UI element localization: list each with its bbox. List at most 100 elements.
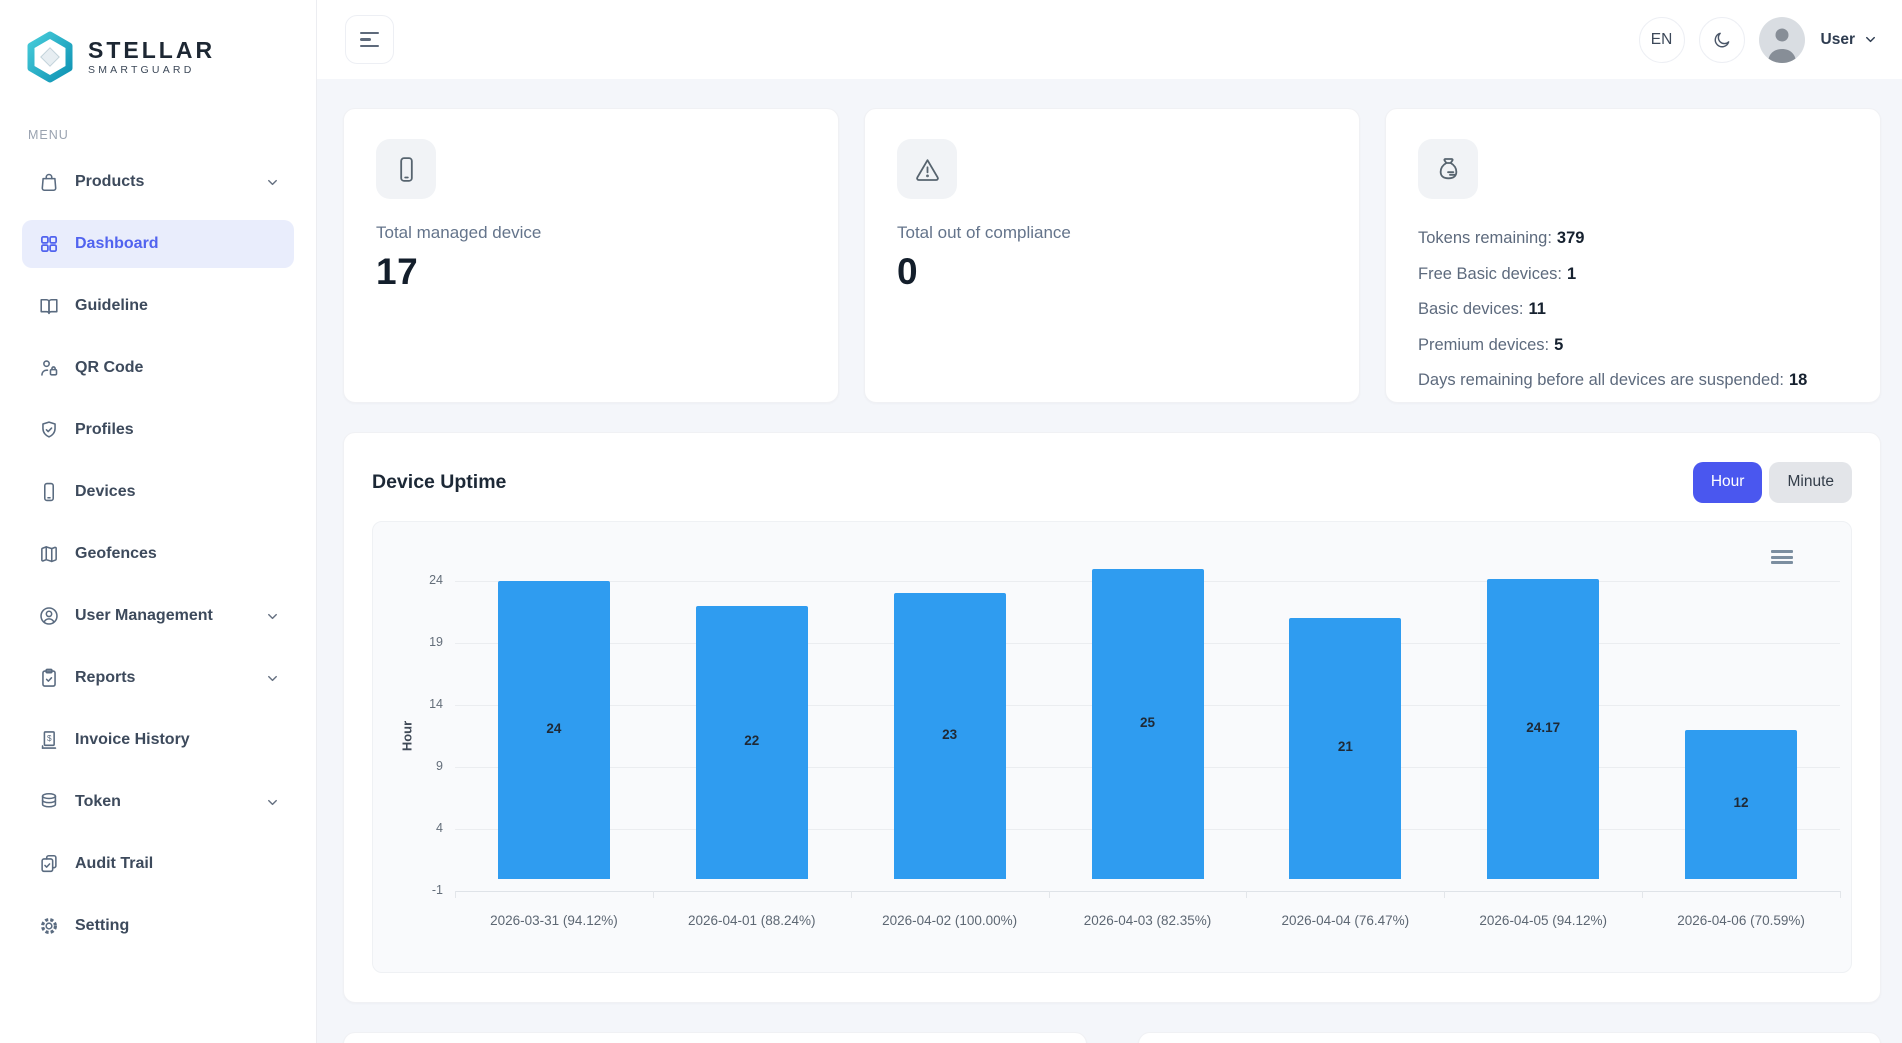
y-axis-tick-label: -1: [431, 883, 443, 897]
stat-value: 0: [897, 251, 919, 292]
main-area: EN User: [317, 0, 1902, 1043]
sidebar-item-label: User Management: [75, 607, 213, 624]
avatar[interactable]: [1758, 16, 1805, 63]
uptime-chart-panel: 24 19 14 9 4 -1 24 2026-03-31 (94.12%) 22 2026-04…: [372, 521, 1852, 973]
brand: STELLAR SMARTGUARD: [22, 26, 294, 88]
bar-value-label: 21: [1337, 739, 1353, 755]
y-axis-title: Hour: [399, 720, 415, 752]
chart-title: Device Uptime: [372, 470, 507, 493]
partial-card-left: [343, 1032, 1087, 1043]
token-row-value: 5: [1554, 335, 1564, 354]
sidebar-item-profiles[interactable]: Profiles: [22, 406, 294, 454]
sidebar-item-label: Audit Trail: [75, 855, 154, 872]
clipboard-check-icon: [42, 668, 56, 687]
smartphone-icon: [44, 482, 54, 502]
chevron-down-icon: [268, 799, 277, 805]
audit-clipboard-icon: [41, 854, 57, 873]
language-button[interactable]: EN: [1638, 16, 1685, 63]
sidebar-item-label: Token: [75, 793, 121, 810]
chevron-down-icon: [268, 613, 277, 619]
user-menu[interactable]: User: [1821, 31, 1878, 49]
uptime-bar[interactable]: [1289, 618, 1402, 879]
sidebar-item-token[interactable]: Token: [22, 778, 294, 826]
token-row-value: 18: [1788, 371, 1808, 389]
user-circle-icon: [40, 607, 58, 625]
uptime-bar[interactable]: [1091, 568, 1204, 879]
token-summary-rows: Tokens remaining: 379 Free Basic devices:…: [1418, 221, 1848, 399]
token-row: Basic devices: 11: [1418, 292, 1848, 328]
y-axis-tick-label: 24: [429, 573, 443, 587]
token-row-value: 379: [1556, 229, 1585, 247]
token-row-label: Tokens remaining:: [1418, 229, 1552, 247]
dark-mode-toggle[interactable]: [1698, 16, 1745, 63]
minute-toggle-button[interactable]: Minute: [1769, 461, 1852, 503]
x-axis-category-label: 2026-03-31 (94.12%): [490, 913, 618, 928]
x-axis-line: [455, 891, 1840, 892]
sidebar-item-products[interactable]: Products: [22, 158, 294, 206]
dashboard-content: Total managed device 17 Total out of com…: [317, 79, 1902, 1043]
stat-cards-row: Total managed device 17 Total out of com…: [343, 108, 1881, 403]
y-axis-tick-label: 9: [436, 759, 443, 773]
hour-toggle-button[interactable]: Hour: [1692, 461, 1763, 503]
grid-icon: [40, 235, 58, 253]
y-axis-tick-label: 14: [429, 697, 443, 711]
sidebar-item-guideline[interactable]: Guideline: [22, 282, 294, 330]
token-row-label: Free Basic devices:: [1418, 264, 1562, 283]
top-bar: EN User: [317, 0, 1902, 79]
uptime-bar[interactable]: [1487, 578, 1600, 879]
token-row: Free Basic devices: 1: [1418, 257, 1848, 293]
uptime-bar[interactable]: [695, 605, 808, 879]
sidebar-item-setting[interactable]: Setting: [22, 902, 294, 950]
user-silhouette-icon: [1767, 28, 1796, 63]
sidebar-item-invoice-history[interactable]: $ Invoice History: [22, 716, 294, 764]
token-row: Days remaining before all devices are su…: [1418, 363, 1848, 399]
x-axis-tick: [1840, 891, 1841, 898]
money-bag-icon: [1439, 157, 1457, 179]
bar-value-label: 25: [1139, 714, 1156, 730]
partial-card-right: [1137, 1032, 1881, 1043]
moon-icon: [1714, 32, 1729, 47]
stat-icon-tile: [1418, 139, 1478, 199]
sidebar-item-reports[interactable]: Reports: [22, 654, 294, 702]
bar-value-label: 22: [744, 733, 760, 749]
uptime-unit-toggle: Hour Minute: [1692, 461, 1852, 503]
x-axis-tick: [1246, 891, 1248, 898]
brand-text: STELLAR SMARTGUARD: [88, 37, 215, 76]
sidebar-item-label: Dashboard: [75, 235, 159, 252]
map-icon: [41, 546, 57, 563]
stat-label: Total managed device: [376, 223, 542, 242]
uptime-plot: 24 19 14 9 4 -1 24 2026-03-31 (94.12%) 22 2026-04…: [373, 522, 1851, 972]
x-axis-tick: [455, 891, 456, 898]
uptime-bar[interactable]: [497, 581, 610, 879]
chart-menu-icon[interactable]: [1771, 550, 1793, 565]
token-row-value: 11: [1528, 300, 1546, 318]
sidebar-item-label: Devices: [75, 483, 136, 500]
x-axis-category-label: 2026-04-06 (70.59%): [1677, 913, 1805, 928]
x-axis-tick: [1444, 891, 1446, 898]
sidebar-toggle-button[interactable]: [345, 15, 394, 64]
bar-value-label: 23: [942, 727, 958, 742]
x-axis-category-label: 2026-04-03 (82.35%): [1083, 913, 1212, 928]
chevron-down-icon: [268, 179, 277, 185]
sidebar-item-qr-code[interactable]: QR Code: [22, 344, 294, 392]
sidebar-item-geofences[interactable]: Geofences: [22, 530, 294, 578]
sidebar-nav: Products Dashboard Guideline: [22, 158, 294, 950]
x-axis-tick: [652, 891, 654, 898]
token-row-label: Basic devices:: [1418, 300, 1524, 318]
bar-value-label: 24.17: [1526, 719, 1561, 735]
sidebar-item-user-management[interactable]: User Management: [22, 592, 294, 640]
uptime-bar[interactable]: [1685, 729, 1798, 879]
token-row-label: Premium devices:: [1418, 335, 1550, 354]
chevron-down-icon: [268, 675, 277, 681]
svg-text:$: $: [47, 734, 52, 743]
sidebar-item-devices[interactable]: Devices: [22, 468, 294, 516]
chart-header: Device Uptime Hour Minute: [372, 460, 1852, 504]
bar-value-label: 12: [1733, 795, 1749, 811]
sidebar-item-dashboard[interactable]: Dashboard: [22, 220, 294, 268]
user-lock-icon: [41, 360, 58, 376]
sidebar-item-audit-trail[interactable]: Audit Trail: [22, 840, 294, 888]
uptime-bar[interactable]: [893, 593, 1006, 879]
y-axis-tick-label: 19: [429, 635, 443, 649]
token-row: Premium devices: 5: [1418, 328, 1848, 364]
sidebar-item-label: Reports: [75, 669, 136, 686]
